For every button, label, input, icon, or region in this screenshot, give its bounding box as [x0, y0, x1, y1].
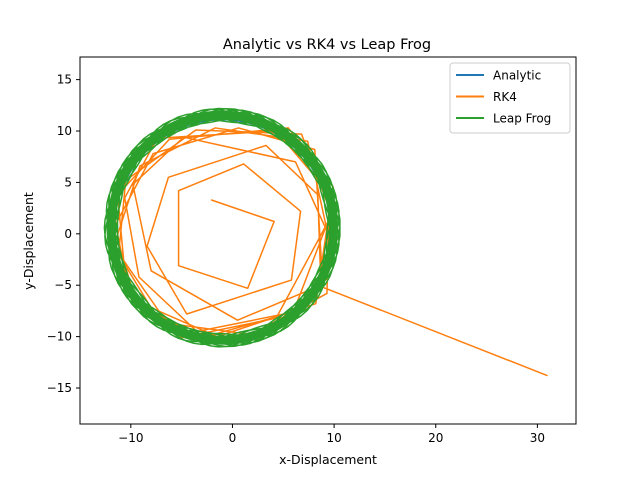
x-tick-label: 0 [229, 431, 237, 445]
y-tick-label: −5 [54, 278, 72, 292]
x-tick-label: 20 [428, 431, 443, 445]
x-tick-label: 10 [326, 431, 341, 445]
y-tick-label: 0 [64, 227, 72, 241]
y-tick-label: 5 [64, 175, 72, 189]
legend: Analytic RK4 Leap Frog [449, 62, 571, 134]
y-axis: −15 −10 −5 0 5 10 15 [47, 73, 80, 395]
x-tick-label: −10 [118, 431, 143, 445]
x-tick-label: 30 [530, 431, 545, 445]
y-tick-label: 10 [57, 124, 72, 138]
series-layer [103, 107, 548, 377]
legend-box [449, 62, 571, 134]
y-axis-label: y-Displacement [21, 192, 36, 290]
legend-label: RK4 [493, 90, 517, 104]
plot-area-frame [79, 56, 577, 425]
x-axis-label: x-Displacement [279, 452, 377, 467]
x-axis: −10 0 10 20 30 [118, 424, 545, 445]
chart-title: Analytic vs RK4 vs Leap Frog [223, 37, 431, 53]
y-tick-label: −10 [47, 330, 72, 344]
y-tick-label: −15 [47, 381, 72, 395]
y-tick-label: 15 [57, 73, 72, 87]
legend-label: Leap Frog [493, 112, 551, 126]
series-band-leap-frog [106, 110, 339, 345]
legend-label: Analytic [493, 69, 541, 83]
